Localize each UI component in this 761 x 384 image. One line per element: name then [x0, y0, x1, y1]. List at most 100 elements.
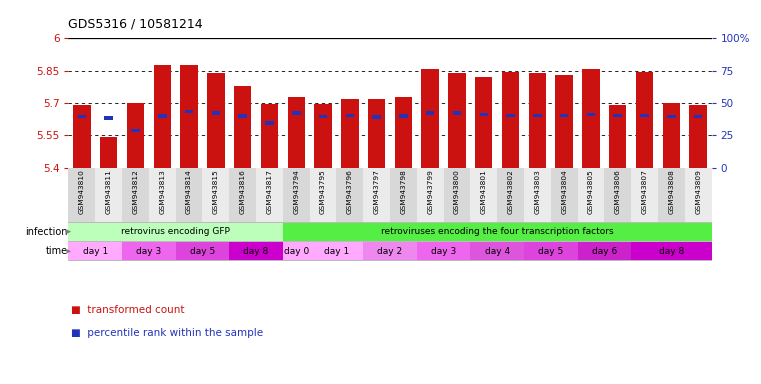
Bar	[448, 73, 466, 167]
Bar	[470, 167, 497, 222]
Text: day 4: day 4	[485, 247, 510, 256]
Bar	[533, 114, 542, 117]
Text: GSM943797: GSM943797	[374, 169, 380, 214]
Text: day 5: day 5	[538, 247, 563, 256]
Text: GSM943804: GSM943804	[561, 169, 567, 214]
Text: GSM943814: GSM943814	[186, 169, 192, 214]
Bar	[319, 114, 327, 118]
Text: GSM943817: GSM943817	[266, 169, 272, 214]
Bar	[283, 242, 310, 260]
Bar	[578, 167, 604, 222]
Text: GSM943815: GSM943815	[213, 169, 219, 214]
Bar	[475, 77, 492, 167]
Bar	[310, 167, 336, 222]
Bar	[234, 86, 251, 167]
Bar	[417, 242, 470, 260]
Bar	[341, 99, 358, 167]
Bar	[176, 167, 202, 222]
Bar	[149, 167, 176, 222]
Bar	[444, 167, 470, 222]
Bar	[631, 242, 712, 260]
Text: day 3: day 3	[136, 247, 161, 256]
Bar	[78, 115, 86, 119]
Bar	[154, 65, 171, 167]
Bar	[640, 114, 649, 117]
Bar	[345, 114, 354, 117]
Bar	[506, 114, 515, 117]
Text: day 1: day 1	[323, 247, 349, 256]
Text: GSM943806: GSM943806	[615, 169, 621, 214]
Bar	[551, 167, 578, 222]
Bar	[68, 242, 122, 260]
Text: retrovirus encoding GFP: retrovirus encoding GFP	[121, 227, 230, 236]
Bar	[73, 105, 91, 167]
Text: GSM943798: GSM943798	[400, 169, 406, 214]
Text: time: time	[46, 246, 68, 256]
Bar	[453, 111, 461, 115]
Bar	[470, 242, 524, 260]
Bar	[292, 111, 301, 115]
Text: GSM943809: GSM943809	[695, 169, 701, 214]
Bar	[180, 65, 198, 167]
Bar	[68, 167, 95, 222]
Bar	[229, 167, 256, 222]
Text: GDS5316 / 10581214: GDS5316 / 10581214	[68, 18, 203, 31]
Bar	[524, 167, 551, 222]
Bar	[501, 72, 519, 167]
Bar	[613, 114, 622, 117]
Bar	[95, 167, 122, 222]
Text: GSM943810: GSM943810	[79, 169, 85, 214]
Text: GSM943807: GSM943807	[642, 169, 648, 214]
Text: GSM943802: GSM943802	[508, 169, 514, 214]
Text: GSM943803: GSM943803	[534, 169, 540, 214]
Text: retroviruses encoding the four transcription factors: retroviruses encoding the four transcrip…	[380, 227, 613, 236]
Bar	[104, 116, 113, 120]
Bar	[560, 114, 568, 117]
Text: ■  percentile rank within the sample: ■ percentile rank within the sample	[71, 328, 263, 338]
Bar	[578, 242, 631, 260]
Bar	[417, 167, 444, 222]
Text: ■  transformed count: ■ transformed count	[71, 305, 184, 315]
Bar	[372, 116, 381, 119]
Bar	[631, 167, 658, 222]
Bar	[185, 110, 193, 113]
Text: GSM943812: GSM943812	[132, 169, 139, 214]
Bar	[658, 167, 685, 222]
Text: day 8: day 8	[659, 247, 684, 256]
Bar	[390, 167, 417, 222]
Bar	[283, 167, 310, 222]
Bar	[68, 223, 283, 241]
Bar	[229, 242, 283, 260]
Bar	[256, 167, 283, 222]
Bar	[689, 105, 707, 167]
Bar	[604, 167, 631, 222]
Text: day 2: day 2	[377, 247, 403, 256]
Bar	[582, 69, 600, 167]
Bar	[422, 69, 439, 167]
Bar	[288, 97, 305, 167]
Text: GSM943811: GSM943811	[106, 169, 112, 214]
Bar	[426, 111, 435, 115]
Text: infection: infection	[25, 227, 68, 237]
Bar	[283, 223, 712, 241]
Bar	[609, 105, 626, 167]
Bar	[363, 242, 417, 260]
Text: GSM943805: GSM943805	[588, 169, 594, 214]
Text: day 0: day 0	[284, 247, 309, 256]
Text: day 3: day 3	[431, 247, 457, 256]
Bar	[158, 114, 167, 118]
Bar	[131, 129, 140, 132]
Text: day 6: day 6	[592, 247, 617, 256]
Text: GSM943794: GSM943794	[293, 169, 299, 214]
Bar	[395, 96, 412, 167]
Bar	[694, 114, 702, 118]
Bar	[667, 114, 676, 118]
Bar	[261, 104, 279, 167]
Bar	[399, 114, 408, 118]
Bar	[479, 113, 488, 116]
Bar	[524, 242, 578, 260]
Text: GSM943795: GSM943795	[320, 169, 326, 214]
Text: GSM943813: GSM943813	[159, 169, 165, 214]
Bar	[212, 111, 220, 115]
Text: day 8: day 8	[244, 247, 269, 256]
